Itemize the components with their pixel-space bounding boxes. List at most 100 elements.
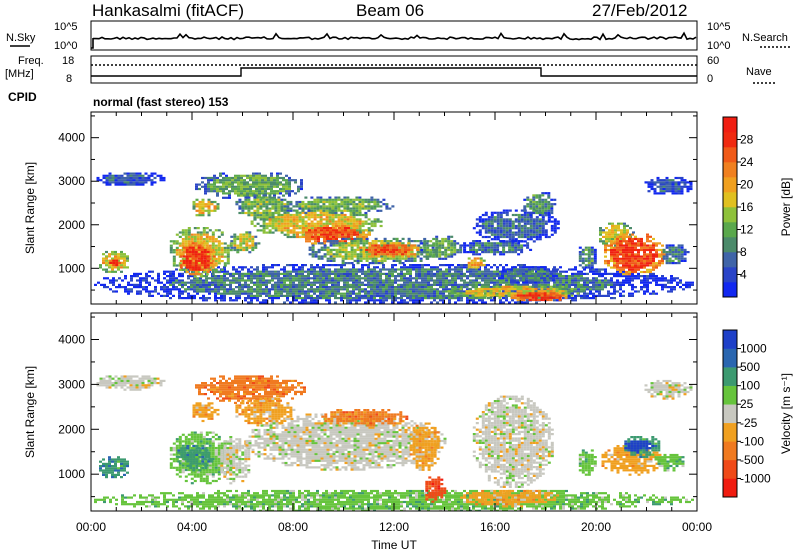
- vel-colorbar-segment: [723, 367, 737, 386]
- power-panel: 1000 2000 3000 4000 Slant Range [km] 4 8 12 16 20…: [23, 111, 793, 305]
- vel-colorbar-label: 25: [740, 397, 754, 411]
- vel-colorbar-frame: [722, 329, 738, 498]
- vel-x-tick-label: 12:00: [379, 520, 409, 534]
- nave-tick-bottom: 0: [707, 73, 713, 85]
- power-colorbar-segment: [723, 147, 737, 163]
- power-echo-region: [96, 172, 166, 186]
- vel-echo-region: [409, 422, 440, 471]
- power-colorbar-label: 8: [740, 245, 747, 259]
- power-colorbar-label: 24: [740, 155, 754, 169]
- power-y-axis-label: Slant Range [km]: [23, 162, 37, 254]
- vel-colorbar-segment: [723, 385, 737, 405]
- vel-echo-region: [644, 379, 693, 400]
- vel-echo-region: [624, 440, 655, 454]
- freq-label: Freq.: [18, 55, 44, 67]
- count-panel-frame: [90, 20, 698, 51]
- vel-y-tick-label: 3000: [58, 377, 85, 391]
- vel-echo-region: [195, 375, 306, 404]
- vel-y-tick-label: 4000: [58, 332, 85, 346]
- power-echo-region: [498, 266, 558, 284]
- vel-echo-region: [472, 395, 554, 488]
- vel-echo-region: [99, 456, 129, 479]
- power-colorbar-label: 12: [740, 223, 754, 237]
- power-colorbar-segment: [723, 177, 737, 193]
- vel-colorbar-segment: [723, 459, 737, 479]
- vel-x-axis-label: Time UT: [371, 538, 417, 552]
- nave-label: Nave: [746, 66, 772, 78]
- power-colorbar-segment: [723, 162, 737, 178]
- vel-x-tick-label: 00:00: [76, 520, 106, 534]
- power-colorbar-segment: [723, 237, 737, 253]
- power-echo-region: [467, 257, 486, 269]
- power-echo-region: [417, 235, 463, 260]
- power-colorbar-segment: [723, 132, 737, 148]
- vel-x-tick-label: 08:00: [278, 520, 308, 534]
- vel-colorbar-segment: [723, 478, 737, 498]
- power-colorbar-label: 4: [740, 268, 747, 282]
- power-echo-region: [523, 192, 557, 217]
- power-colorbar-label: 28: [740, 133, 754, 147]
- vel-y-tick-label: 1000: [58, 467, 85, 481]
- vel-y-tick-label: 2000: [58, 422, 85, 436]
- count-right-tick-top: 10^5: [707, 21, 731, 33]
- nave-tick-top: 60: [707, 55, 719, 67]
- power-echo-region: [359, 242, 420, 258]
- count-right-tick-bottom: 10^0: [707, 40, 731, 52]
- power-echo-region: [283, 196, 395, 215]
- vel-colorbar-label: 100: [740, 379, 760, 393]
- count-left-tick-top: 10^5: [54, 21, 78, 33]
- power-colorbar: 4 8 12 16 20 24 28 Power [dB]: [722, 116, 793, 298]
- power-y-tick-label: 2000: [58, 218, 85, 232]
- vel-colorbar-segment: [723, 422, 737, 442]
- vel-colorbar-label: -100: [740, 434, 764, 448]
- vel-colorbar-title: Velocity [m s⁻¹]: [779, 373, 793, 454]
- power-echo-region: [230, 231, 261, 254]
- power-echo-region: [644, 176, 693, 195]
- freq-tick-bottom: 8: [66, 73, 72, 85]
- freq-panel-frame: [90, 55, 698, 84]
- power-echo-region: [472, 209, 560, 243]
- power-y-tick-label: 4000: [58, 131, 85, 145]
- power-echo-region: [179, 242, 216, 276]
- beam-label: Beam 06: [356, 1, 424, 20]
- vel-x-tick-label: 04:00: [177, 520, 207, 534]
- vel-echo-region: [235, 397, 296, 427]
- power-y-tick-label: 1000: [58, 261, 85, 275]
- power-colorbar-segment: [723, 222, 737, 238]
- vel-panel-frame: [90, 312, 698, 512]
- power-colorbar-segment: [723, 282, 737, 298]
- vel-echo-region: [578, 449, 597, 476]
- vel-x-tick-label: 16:00: [480, 520, 510, 534]
- power-colorbar-segment: [723, 252, 737, 268]
- vel-echo-region: [460, 489, 560, 508]
- vel-colorbar-label: 500: [740, 360, 760, 374]
- vel-colorbar-segment: [723, 330, 737, 349]
- vel-echo-region: [425, 476, 447, 503]
- power-y-tick-label: 3000: [58, 174, 85, 188]
- vel-colorbar-segment: [723, 441, 737, 461]
- date-label: 27/Feb/2012: [592, 1, 687, 20]
- vel-echo-region: [96, 375, 166, 391]
- power-echo-region: [250, 209, 383, 239]
- count-left-tick-bottom: 10^0: [54, 40, 78, 52]
- cpid-label: CPID: [8, 90, 37, 104]
- velocity-panel: 1000 2000 3000 4000 Slant Range [km] 00:00 04:…: [23, 312, 793, 552]
- frequency-trace: [91, 67, 697, 77]
- power-echo-region: [192, 198, 220, 217]
- cpid-text: normal (fast stereo) 153: [93, 95, 229, 109]
- freq-unit-label: [MHz]: [5, 68, 34, 80]
- power-colorbar-segment: [723, 207, 737, 223]
- vel-colorbar-segment: [723, 404, 737, 424]
- power-scatter-cells: [94, 172, 694, 304]
- station-title: Hankasalmi (fitACF): [92, 1, 244, 20]
- nsearch-label: N.Search: [742, 32, 788, 44]
- vel-scatter-cells: [94, 375, 694, 511]
- power-colorbar-title: Power [dB]: [779, 178, 793, 237]
- vel-colorbar-label: -500: [740, 453, 764, 467]
- vel-y-axis-label: Slant Range [km]: [23, 366, 37, 458]
- power-echo-region: [195, 172, 303, 199]
- vel-x-tick-label: 20:00: [581, 520, 611, 534]
- power-echo-region: [662, 244, 690, 265]
- power-colorbar-label: 16: [740, 200, 754, 214]
- power-echo-region: [94, 264, 694, 304]
